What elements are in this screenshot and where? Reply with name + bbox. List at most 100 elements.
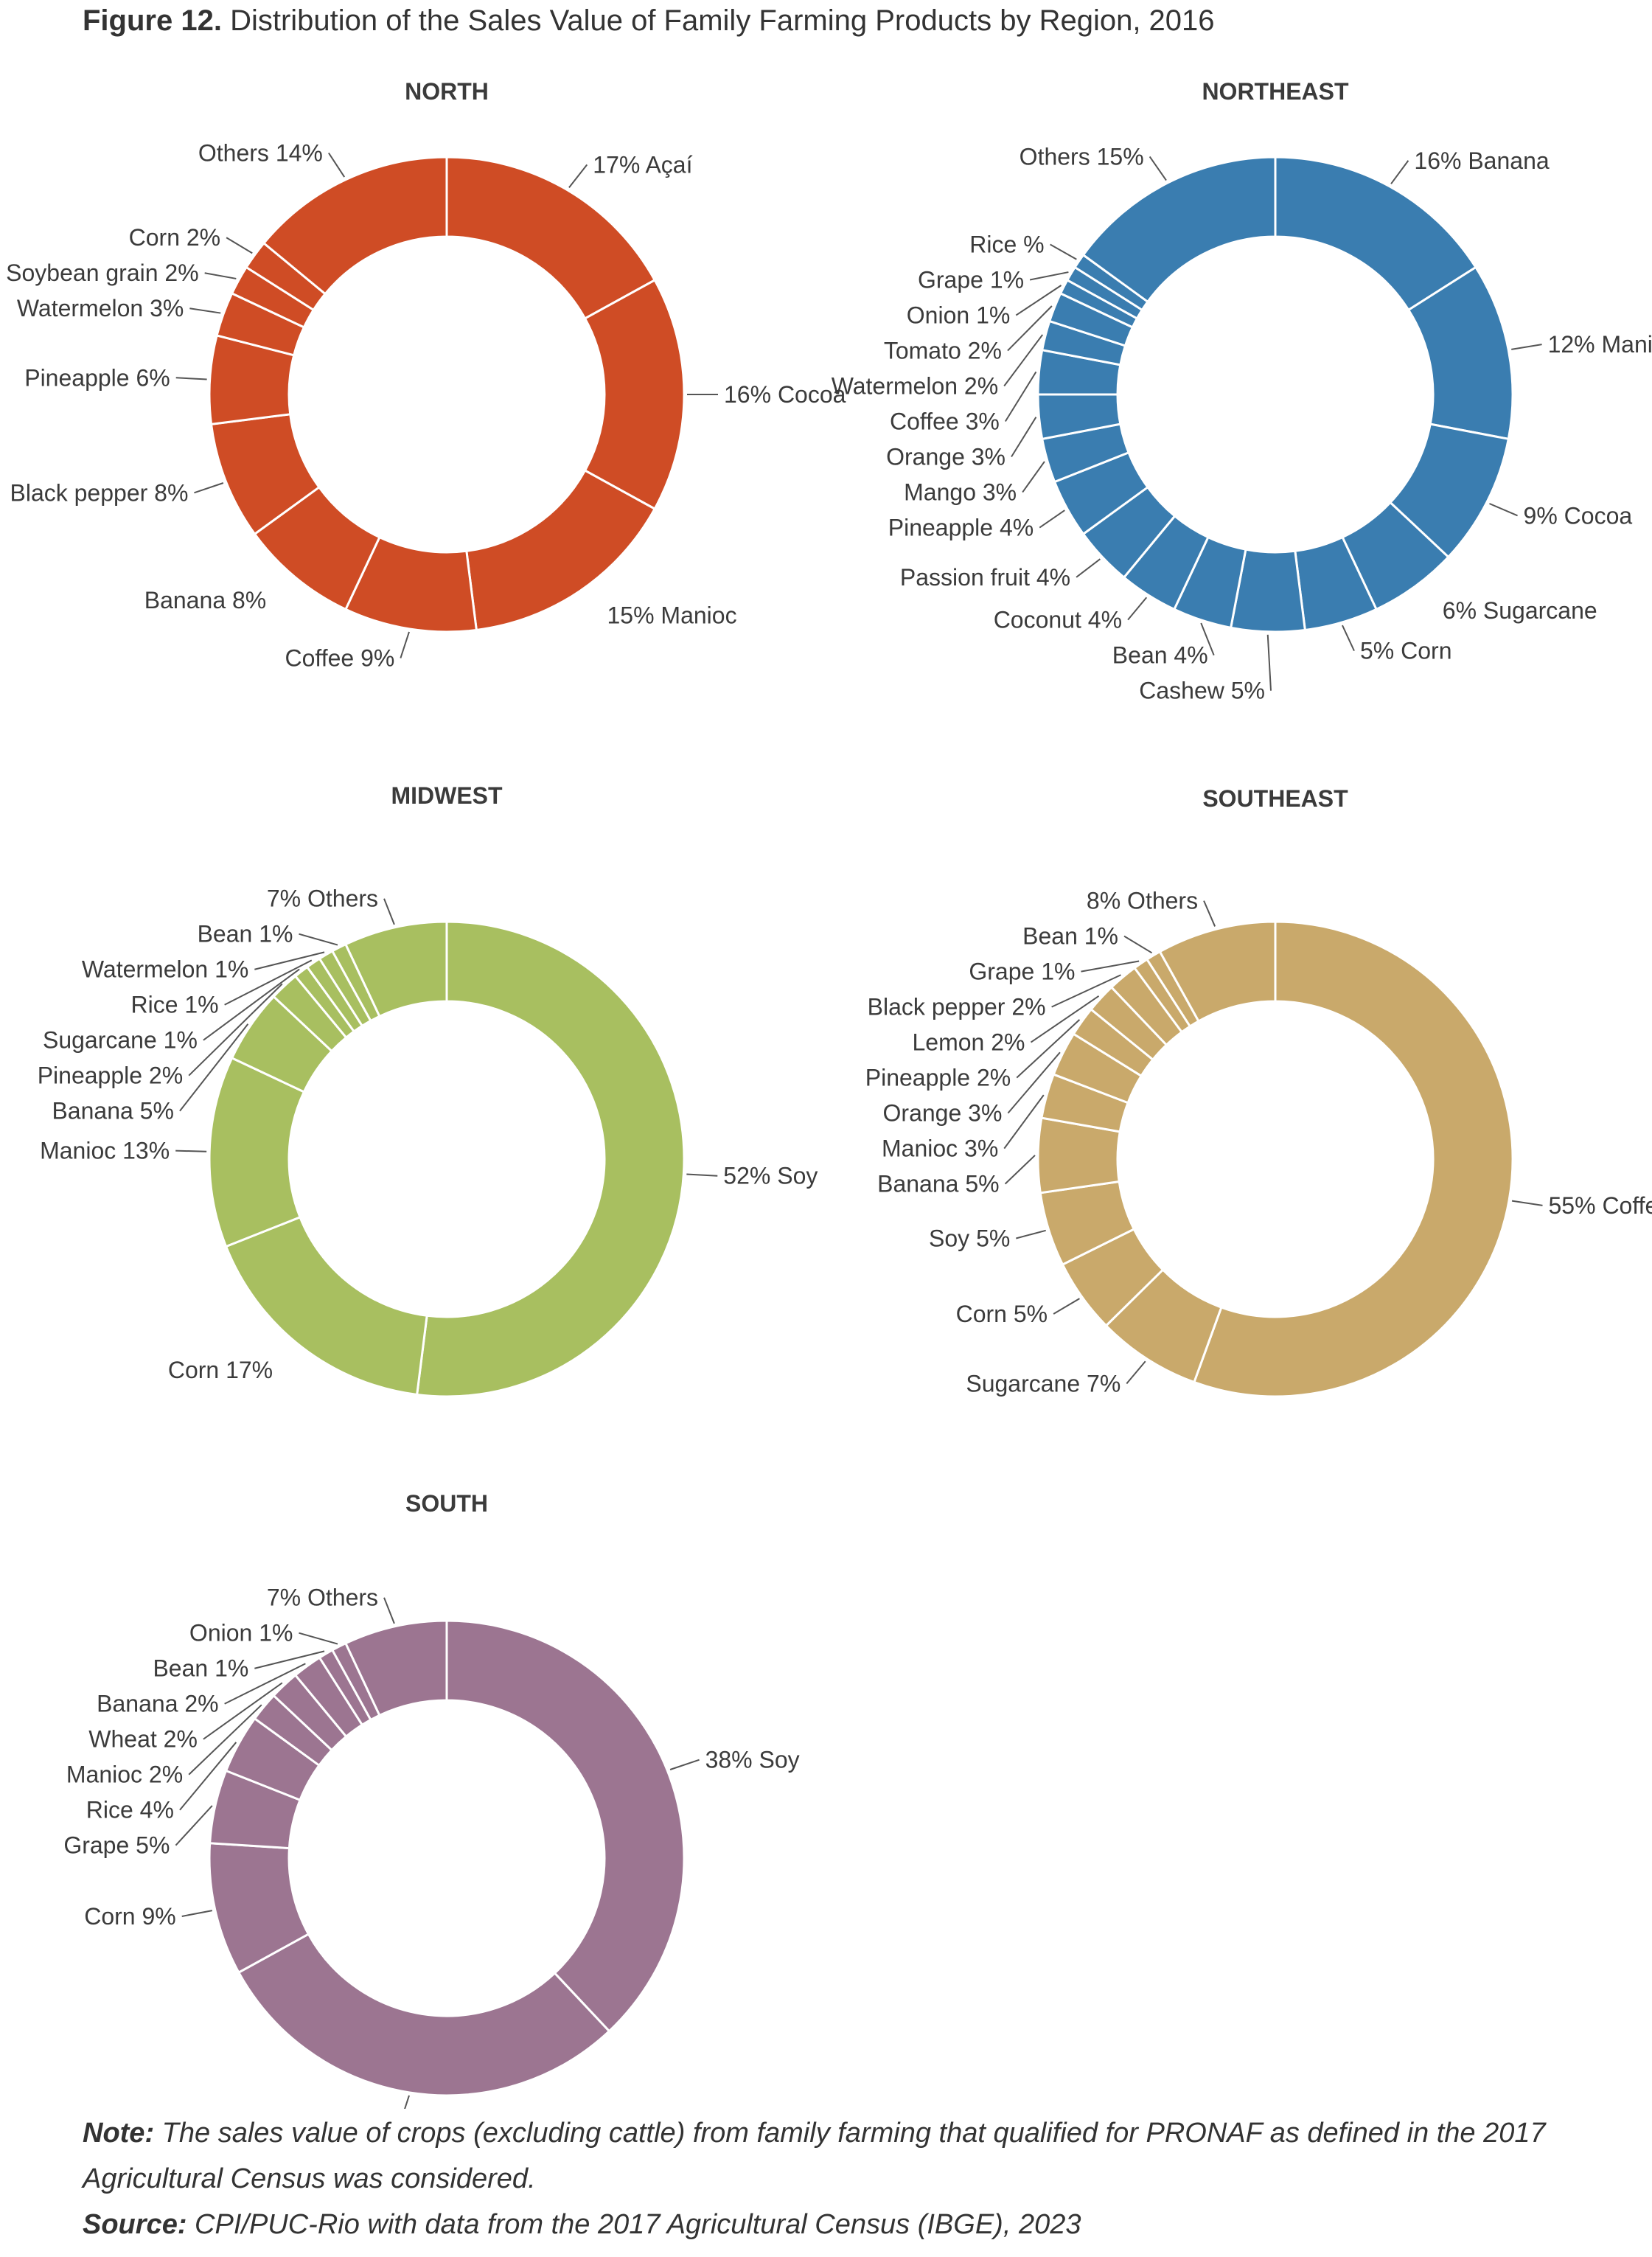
slice-label-mango-3: Mango 3% bbox=[904, 479, 1017, 506]
donut-slice-52-soy bbox=[415, 920, 686, 1398]
source-lead: Source: bbox=[83, 2209, 187, 2240]
label-leader-line bbox=[224, 959, 313, 1006]
donut-slice-8-others bbox=[1158, 920, 1277, 1023]
slice-label-15-manioc: 15% Manioc bbox=[607, 602, 736, 628]
label-leader-line bbox=[254, 951, 325, 970]
label-leader-line bbox=[254, 1650, 325, 1669]
label-leader-line bbox=[1051, 974, 1121, 1008]
slice-label-watermelon-1: Watermelon 1% bbox=[82, 956, 248, 983]
donut-slice-7-others bbox=[344, 920, 448, 1018]
slice-label-banana-2: Banana 2% bbox=[97, 1691, 218, 1717]
slice-label-corn-2: Corn 2% bbox=[129, 224, 221, 251]
label-leader-line bbox=[383, 898, 395, 925]
region-title: SOUTH bbox=[405, 1490, 488, 1517]
label-leader-line bbox=[203, 968, 300, 1041]
slice-label-pineapple-2: Pineapple 2% bbox=[38, 1063, 183, 1089]
label-leader-line bbox=[1266, 634, 1272, 691]
label-leader-line bbox=[1003, 1094, 1045, 1150]
label-leader-line bbox=[1039, 510, 1065, 529]
figure-title-text: Distribution of the Sales Value of Famil… bbox=[221, 4, 1215, 37]
label-leader-line bbox=[1004, 371, 1037, 422]
slice-label-tomato-2: Tomato 2% bbox=[884, 338, 1002, 364]
label-leader-line bbox=[1016, 1229, 1046, 1239]
donut-chart-northeast: NORTHEAST 16% Banana 12% Manioc 9% Cocoa 6% … bbox=[832, 78, 1652, 704]
slice-label-rice: Rice % bbox=[969, 232, 1044, 258]
slice-label-38-soy: 38% Soy bbox=[705, 1747, 800, 1773]
label-leader-line bbox=[328, 152, 346, 178]
donut-slice-others-14 bbox=[262, 156, 448, 296]
label-leader-line bbox=[1007, 305, 1053, 352]
slice-label-bean-1: Bean 1% bbox=[1022, 923, 1118, 950]
slice-label-onion-1: Onion 1% bbox=[907, 302, 1011, 329]
slice-label-lemon-2: Lemon 2% bbox=[913, 1029, 1025, 1056]
label-leader-line bbox=[175, 377, 207, 380]
label-leader-line bbox=[1081, 960, 1140, 973]
label-leader-line bbox=[1342, 625, 1355, 652]
label-leader-line bbox=[179, 1742, 237, 1811]
donut-slice-38-soy bbox=[445, 1619, 686, 2033]
label-leader-line bbox=[203, 1682, 283, 1740]
slice-label-corn-9: Corn 9% bbox=[84, 1903, 176, 1930]
slice-label-corn-17: Corn 17% bbox=[168, 1357, 273, 1383]
label-leader-line bbox=[1015, 285, 1062, 316]
label-leader-line bbox=[1511, 1200, 1543, 1206]
label-leader-line bbox=[1489, 503, 1518, 517]
slice-label-watermelon-3: Watermelon 3% bbox=[17, 295, 184, 321]
slice-label-pineapple-6: Pineapple 6% bbox=[24, 364, 170, 391]
donut-slice-16-cocoa bbox=[583, 278, 686, 511]
label-leader-line bbox=[1390, 160, 1409, 184]
slice-label-black-pepper-2: Black pepper 2% bbox=[868, 994, 1046, 1020]
label-leader-line bbox=[1016, 1019, 1081, 1079]
figure-title: Figure 12. Distribution of the Sales Val… bbox=[83, 0, 1215, 41]
slice-label-17-a-a: 17% Açaí bbox=[593, 151, 692, 178]
label-leader-line bbox=[568, 164, 588, 189]
slice-label-rice-4: Rice 4% bbox=[86, 1797, 174, 1823]
slice-label-grape-5: Grape 5% bbox=[63, 1832, 170, 1859]
slice-label-orange-3: Orange 3% bbox=[886, 444, 1006, 470]
label-leader-line bbox=[181, 1910, 213, 1917]
label-leader-line bbox=[226, 237, 253, 254]
label-leader-line bbox=[1126, 1360, 1146, 1385]
slice-label-sugarcane-7: Sugarcane 7% bbox=[966, 1371, 1120, 1397]
slice-label-others-14: Others 14% bbox=[198, 139, 323, 166]
label-leader-line bbox=[1007, 1051, 1061, 1114]
label-leader-line bbox=[1050, 243, 1077, 260]
label-leader-line bbox=[1123, 935, 1153, 954]
slice-label-5-corn: 5% Corn bbox=[1360, 638, 1452, 664]
label-leader-line bbox=[1076, 558, 1101, 578]
slice-label-passion-fruit-4: Passion fruit 4% bbox=[900, 564, 1070, 591]
slice-label-manioc-3: Manioc 3% bbox=[882, 1136, 998, 1162]
donut-slice-7-others bbox=[344, 1619, 448, 1717]
slice-label-orange-3: Orange 3% bbox=[883, 1100, 1003, 1127]
slice-label-manioc-13: Manioc 13% bbox=[40, 1138, 170, 1164]
slice-label-8-others: 8% Others bbox=[1087, 888, 1198, 914]
slice-label-banana-8: Banana 8% bbox=[144, 587, 266, 613]
slice-label-onion-1: Onion 1% bbox=[189, 1620, 293, 1646]
slice-label-55-coffee: 55% Coffee bbox=[1549, 1192, 1652, 1219]
label-leader-line bbox=[1203, 900, 1216, 927]
label-leader-line bbox=[1200, 622, 1215, 656]
label-leader-line bbox=[179, 1023, 249, 1112]
label-leader-line bbox=[204, 272, 237, 279]
label-leader-line bbox=[1149, 156, 1167, 181]
slice-label-coffee-3: Coffee 3% bbox=[890, 408, 1000, 435]
slice-label-7-others: 7% Others bbox=[267, 886, 378, 912]
source-line: Source: CPI/PUC-Rio with data from the 2… bbox=[83, 2202, 1616, 2247]
slice-label-sugarcane-1: Sugarcane 1% bbox=[43, 1027, 198, 1054]
label-leader-line bbox=[1053, 1298, 1080, 1315]
slice-label-others-15: Others 15% bbox=[1020, 143, 1144, 170]
donut-charts: NORTH 17% Açaí 16% Cocoa 15% Manioc Others 1… bbox=[6, 78, 1652, 2109]
slice-label-corn-5: Corn 5% bbox=[956, 1301, 1048, 1327]
label-leader-line bbox=[1029, 271, 1069, 281]
label-leader-line bbox=[686, 1173, 718, 1177]
slice-label-watermelon-2: Watermelon 2% bbox=[832, 373, 998, 400]
slice-label-6-sugarcane: 6% Sugarcane bbox=[1443, 597, 1597, 624]
note-line: Note: The sales value of crops (excludin… bbox=[83, 2110, 1616, 2202]
label-leader-line bbox=[188, 983, 283, 1077]
slice-label-soybean-grain-2: Soybean grain 2% bbox=[6, 260, 199, 286]
label-leader-line bbox=[224, 1663, 306, 1705]
region-title: SOUTHEAST bbox=[1202, 785, 1348, 812]
note-text: The sales value of crops (excluding catt… bbox=[83, 2118, 1546, 2194]
figure-notes: Note: The sales value of crops (excludin… bbox=[83, 2110, 1616, 2247]
label-leader-line bbox=[1003, 334, 1044, 387]
